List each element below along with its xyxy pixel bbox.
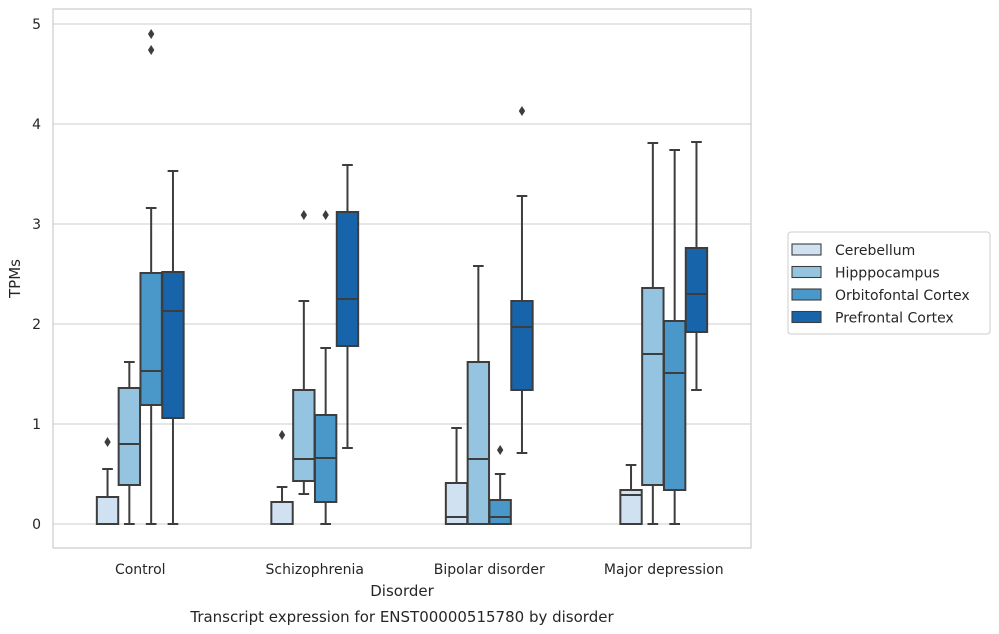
iqr-box xyxy=(641,287,665,486)
x-tick-label: Major depression xyxy=(604,562,724,578)
box-orbitofontal-cortex-major-depression xyxy=(662,149,687,525)
box-cerebellum-schizophrenia xyxy=(270,430,294,525)
box-prefrontal-cortex-control xyxy=(161,170,185,525)
iqr-box xyxy=(488,499,512,525)
x-tick-label: Control xyxy=(115,562,166,578)
legend-label: Prefrontal Cortex xyxy=(835,311,954,327)
box-prefrontal-cortex-bipolar-disorder xyxy=(510,106,534,454)
iqr-box xyxy=(139,272,163,406)
y-tick-label: 5 xyxy=(32,17,41,33)
outlier-point xyxy=(300,210,308,220)
outlier-point xyxy=(147,29,155,39)
legend: Cerebellum Hipppocampus Orbitofontal Corte… xyxy=(787,231,991,335)
iqr-box xyxy=(335,211,360,347)
outlier-point xyxy=(104,437,111,447)
y-tick-label: 4 xyxy=(32,117,41,133)
chart-title: Transcript expression for ENST0000051578… xyxy=(189,608,614,626)
iqr-box xyxy=(684,247,709,333)
iqr-box xyxy=(466,361,491,525)
y-tick-label: 0 xyxy=(32,517,41,533)
iqr-box xyxy=(662,320,687,491)
iqr-box xyxy=(619,489,643,525)
box-prefrontal-cortex-schizophrenia xyxy=(335,164,360,449)
iqr-box xyxy=(95,496,120,525)
outlier-point xyxy=(147,45,155,55)
outlier-point xyxy=(496,445,504,455)
y-axis-ticks: 0 1 2 3 4 5 xyxy=(32,17,41,533)
outlier-point xyxy=(322,210,329,220)
legend-swatch xyxy=(791,243,822,256)
legend-swatch xyxy=(791,310,822,324)
y-tick-label: 3 xyxy=(32,217,41,233)
iqr-box xyxy=(292,389,316,482)
iqr-box xyxy=(161,271,185,419)
legend-swatch xyxy=(791,265,822,279)
box-hipppocampus-schizophrenia xyxy=(292,210,316,495)
y-axis-label: TPMs xyxy=(6,259,24,299)
box-hipppocampus-major-depression xyxy=(641,142,665,525)
iqr-box xyxy=(117,387,142,486)
box-plot-series xyxy=(95,29,709,525)
y-tick-label: 2 xyxy=(32,317,41,333)
legend-frame xyxy=(787,231,991,335)
outlier-point xyxy=(518,106,526,116)
box-orbitofontal-cortex-schizophrenia xyxy=(313,210,338,525)
box-cerebellum-major-depression xyxy=(619,464,643,525)
x-tick-label: Schizophrenia xyxy=(266,562,364,578)
plot-area-frame xyxy=(52,8,752,549)
box-hipppocampus-bipolar-disorder xyxy=(466,265,491,525)
box-orbitofontal-cortex-bipolar-disorder xyxy=(488,445,512,525)
legend-label: Hipppocampus xyxy=(835,266,940,282)
box-hipppocampus-control xyxy=(117,361,142,525)
box-cerebellum-control xyxy=(95,437,120,525)
iqr-box xyxy=(270,501,294,525)
box-prefrontal-cortex-major-depression xyxy=(684,141,709,391)
y-tick-label: 1 xyxy=(32,417,41,433)
outlier-point xyxy=(278,430,286,440)
legend-label: Cerebellum xyxy=(835,243,915,259)
x-axis-ticks: Control Schizophrenia Bipolar disorder Majo… xyxy=(115,562,724,578)
x-tick-label: Bipolar disorder xyxy=(434,562,545,578)
box-orbitofontal-cortex-control xyxy=(139,29,163,525)
iqr-box xyxy=(510,300,534,391)
x-axis-label: Disorder xyxy=(370,582,434,600)
legend-label: Orbitofontal Cortex xyxy=(835,288,970,304)
box-cerebellum-bipolar-disorder xyxy=(444,427,469,525)
legend-swatch xyxy=(791,288,822,301)
